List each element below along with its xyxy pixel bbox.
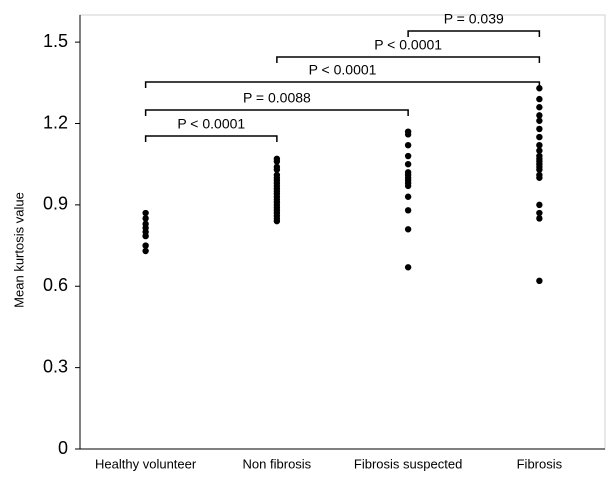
data-point — [404, 131, 412, 138]
p-value-label: P = 0.039 — [444, 11, 504, 27]
data-point — [404, 152, 412, 160]
data-point — [536, 277, 543, 285]
bracket — [144, 109, 409, 116]
data-point — [404, 264, 412, 271]
x-tick-label: Fibrosis suspected — [354, 456, 462, 471]
data-point — [142, 215, 149, 222]
data-point — [404, 160, 412, 168]
data-point — [536, 125, 543, 133]
data-point — [142, 247, 149, 255]
plot-frame — [79, 14, 606, 450]
y-tick-label: 0.9 — [43, 194, 68, 214]
data-point — [536, 104, 543, 111]
data-point — [536, 142, 543, 149]
data-point — [273, 217, 281, 225]
p-value-label: P < 0.0001 — [177, 116, 245, 132]
y-tick-label: 1.2 — [43, 112, 68, 132]
data-point — [142, 232, 149, 240]
bracket — [407, 30, 541, 37]
data-point — [536, 133, 543, 141]
data-point — [142, 209, 149, 217]
p-value-label: P < 0.0001 — [374, 37, 442, 53]
y-axis-label: Mean kurtosis value — [11, 192, 26, 308]
data-point — [404, 182, 412, 190]
y-tick-label: 1.5 — [43, 31, 68, 51]
x-tick-label: Fibrosis — [517, 456, 563, 471]
data-point — [536, 166, 543, 173]
x-tick-label: Non fibrosis — [243, 456, 312, 471]
bracket — [144, 135, 278, 142]
data-point — [273, 166, 281, 173]
data-point — [536, 174, 543, 181]
data-point — [536, 209, 543, 217]
y-tick-label: 0.3 — [43, 356, 68, 376]
y-tick-label: 0.6 — [43, 275, 68, 295]
data-point — [536, 201, 543, 209]
data-point — [404, 142, 412, 149]
data-point — [404, 226, 412, 233]
data-point — [536, 117, 543, 124]
x-tick-label: Healthy volunteer — [95, 456, 197, 471]
data-point — [536, 147, 543, 154]
data-point — [536, 215, 543, 222]
data-point — [536, 112, 543, 119]
bracket — [276, 56, 541, 63]
p-value-label: P = 0.0088 — [243, 90, 311, 106]
data-point — [536, 85, 543, 92]
p-value-label: P < 0.0001 — [309, 62, 377, 78]
data-point — [536, 95, 543, 103]
data-point — [404, 207, 412, 214]
bracket — [144, 81, 541, 88]
data-point — [404, 193, 412, 200]
y-tick-label: 0 — [58, 438, 68, 458]
data-point — [142, 242, 149, 249]
data-point — [273, 158, 281, 165]
